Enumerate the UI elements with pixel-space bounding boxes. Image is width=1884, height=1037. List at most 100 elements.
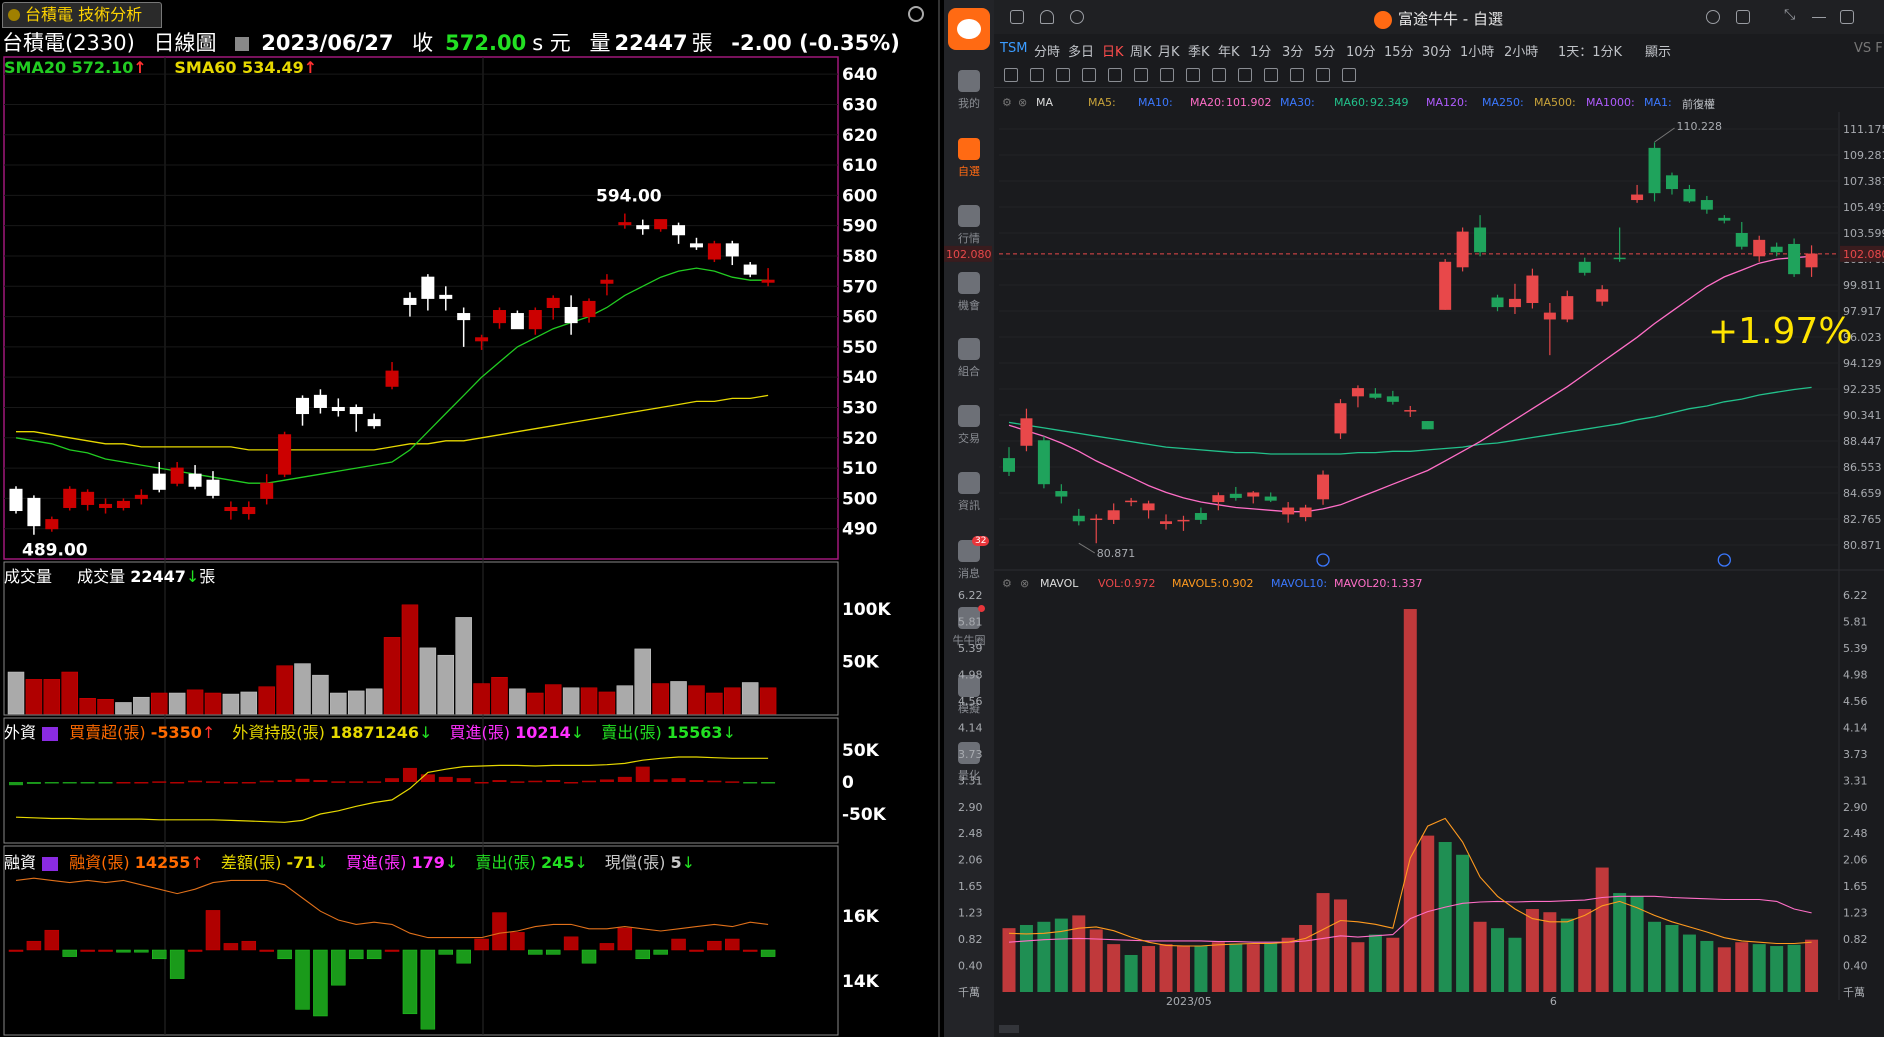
bell-icon[interactable] (1040, 10, 1054, 24)
tab-2hour[interactable]: 2小時 (1504, 45, 1539, 60)
pen-tool-icon[interactable] (1212, 68, 1226, 82)
foreign-buy-value: 10214 (515, 723, 571, 742)
tab-daily-k[interactable]: 日K (1102, 45, 1124, 60)
minimize-icon[interactable] (1812, 10, 1826, 18)
margin-bar (653, 949, 668, 955)
foreign-net-bar (689, 780, 704, 782)
candle-body (1404, 410, 1417, 412)
collapse-icon[interactable]: ⤡ (1784, 7, 1796, 23)
tab-30min[interactable]: 30分 (1422, 45, 1452, 60)
fib-tool-icon[interactable] (1134, 68, 1148, 82)
eye-icon[interactable] (1264, 68, 1278, 82)
candle-body (1317, 474, 1330, 500)
sidebar-item-simulate[interactable]: 模擬 (944, 675, 994, 716)
tab-quarterly-k[interactable]: 季K (1188, 45, 1210, 60)
foreign-panel-title: 外資 (4, 723, 37, 742)
tab-15min[interactable]: 15分 (1384, 45, 1414, 60)
volume-bar (491, 677, 508, 715)
sidebar-item-news[interactable]: 資訊 (944, 472, 994, 513)
line-tool-icon[interactable] (1030, 68, 1044, 82)
volume-bar (294, 663, 311, 715)
tab-1hour[interactable]: 1小時 (1460, 45, 1495, 60)
candle-body (439, 294, 453, 299)
gear-icon[interactable]: ⚙ (1002, 96, 1012, 109)
text-tool-icon[interactable] (1186, 68, 1200, 82)
list-menu-icon[interactable] (42, 726, 59, 741)
candle-body (1474, 227, 1487, 253)
close-icon[interactable]: ⊗ (1020, 577, 1030, 590)
left-chart-canvas[interactable]: 640 630 620 610 600 590 580 570 560 550 540 530 520 5… (0, 0, 940, 1037)
sidebar-item-portfolio[interactable]: 組合 (944, 338, 994, 379)
volume-bar (759, 687, 777, 715)
foreign-buy-label: 買進(張) (449, 723, 511, 742)
tab-multiday[interactable]: 多日 (1068, 45, 1095, 60)
sidebar-item-me[interactable]: 我的 (944, 70, 994, 111)
channel-tool-icon[interactable] (1082, 68, 1096, 82)
sidebar-item-messages[interactable]: 32 消息 (944, 536, 994, 581)
sidebar-item-quant[interactable]: 量化 (944, 742, 994, 783)
shirt-icon[interactable] (1736, 10, 1750, 24)
tab-5min[interactable]: 5分 (1314, 45, 1336, 60)
magnet-icon[interactable] (1238, 68, 1252, 82)
sidebar-item-label: 組合 (958, 365, 980, 378)
sidebar-item-trade[interactable]: 交易 (944, 405, 994, 446)
volume-label: 量 (589, 31, 611, 55)
crosshair-icon[interactable] (1004, 68, 1018, 82)
price-axis-tick: 500 (842, 489, 878, 509)
headset-icon[interactable] (1706, 10, 1720, 24)
lock-icon[interactable] (1290, 68, 1304, 82)
volume-bar (1613, 893, 1627, 992)
mavol-name[interactable]: MAVOL (1040, 577, 1079, 590)
tab-yearly-k[interactable]: 年K (1218, 45, 1240, 60)
tab-1min[interactable]: 1分 (1250, 45, 1272, 60)
tab-10min[interactable]: 10分 (1346, 45, 1376, 60)
margin-bar (62, 949, 77, 957)
tab-1day-1min[interactable]: 1天：1分K (1558, 45, 1623, 60)
compare-label[interactable]: VS FI (1854, 41, 1884, 56)
window-tab-label: 台積電 技術分析 (25, 5, 143, 24)
price-axis-tick: 550 (842, 338, 878, 358)
maximize-icon[interactable] (1840, 10, 1854, 24)
tab-display[interactable]: 顯示 (1645, 45, 1672, 60)
candle-body (618, 222, 632, 226)
margin-bar (545, 949, 561, 955)
sidebar-item-market[interactable]: 行情 (944, 205, 994, 246)
tab-3min[interactable]: 3分 (1282, 45, 1304, 60)
volume-bar (258, 686, 275, 715)
ray-tool-icon[interactable] (1056, 68, 1070, 82)
tab-intraday[interactable]: 分時 (1034, 45, 1061, 60)
wave-tool-icon[interactable] (1108, 68, 1122, 82)
window-tab[interactable]: 台積電 技術分析 (2, 2, 162, 28)
sidebar-item-label: 交易 (958, 432, 980, 445)
menu-icon[interactable] (1010, 10, 1024, 24)
margin-bar (152, 949, 167, 960)
margin-bar (259, 949, 274, 952)
range-tool-icon[interactable] (1160, 68, 1174, 82)
symbol-label[interactable]: TSM (1000, 41, 1028, 56)
gear-icon[interactable]: ⚙ (1002, 577, 1012, 590)
sidebar-item-community[interactable]: 牛牛圈 (944, 605, 994, 648)
settings-icon[interactable] (1342, 68, 1356, 82)
candle-body (116, 500, 130, 508)
list-menu-icon[interactable] (42, 856, 59, 871)
tab-monthly-k[interactable]: 月K (1158, 45, 1180, 60)
chart-type-dropdown-icon[interactable] (235, 37, 250, 51)
close-icon[interactable]: ⊗ (1018, 96, 1028, 109)
ma250-label: MA250: (1482, 96, 1524, 109)
trash-icon[interactable] (1316, 68, 1330, 82)
tab-weekly-k[interactable]: 周K (1130, 45, 1152, 60)
right-chart-canvas[interactable]: 111.175109.281107.387105.493103.599101.7… (944, 0, 1884, 1037)
ma-name[interactable]: MA (1036, 96, 1054, 109)
app-logo[interactable] (948, 8, 990, 50)
search-icon[interactable] (1070, 10, 1084, 24)
sidebar-item-watchlist[interactable]: 自選 (944, 138, 994, 179)
chart-type: 日線圖 (153, 31, 217, 55)
adjust-dropdown[interactable]: 前復權 (1682, 98, 1715, 111)
ma-legend: SMA20 572.10↑ SMA60 534.49↑ (4, 58, 317, 78)
sidebar-item-opportunity[interactable]: 機會 (944, 272, 994, 313)
margin-panel-title: 融資 (4, 853, 37, 872)
candle-body (421, 276, 435, 299)
tab-menu-icon[interactable] (8, 9, 20, 21)
zoom-icon[interactable] (908, 6, 924, 22)
margin-bar (563, 936, 579, 951)
